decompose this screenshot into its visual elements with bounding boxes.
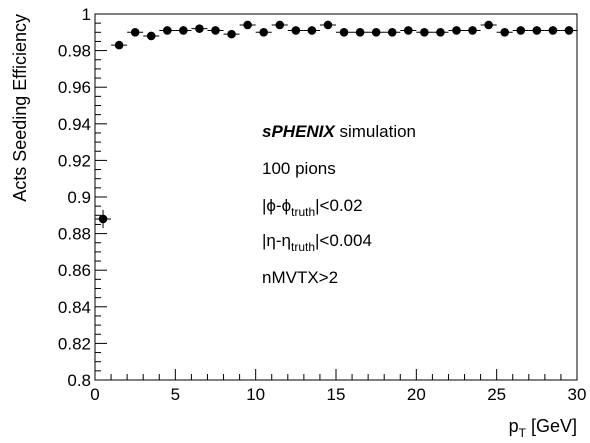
x-tick-label: 25 (487, 385, 506, 404)
y-tick-label: 0.84 (58, 298, 91, 317)
data-point (114, 40, 124, 50)
y-axis-title: Acts Seeding Efficiency (10, 14, 30, 202)
data-point (339, 28, 349, 37)
data-point (163, 26, 172, 35)
x-tick-label: 20 (407, 385, 426, 404)
x-axis-title: pT [GeV] (509, 416, 577, 440)
data-point (404, 26, 413, 35)
annotation-experiment: sPHENIX simulation (262, 122, 416, 141)
y-tick-label: 0.88 (58, 225, 91, 244)
data-point (436, 28, 445, 37)
data-point (468, 26, 477, 35)
data-point (532, 26, 542, 35)
x-tick-label: 10 (246, 385, 265, 404)
x-tick-label: 0 (90, 385, 99, 404)
data-point (227, 29, 236, 39)
data-point (275, 20, 285, 30)
annotation-mvtx-cut: nMVTX>2 (262, 268, 338, 287)
data-point (130, 28, 140, 37)
data-point (195, 24, 204, 33)
data-point (564, 26, 574, 35)
data-point (291, 26, 301, 35)
data-point (98, 214, 108, 224)
data-point (179, 26, 188, 35)
data-point (307, 26, 317, 35)
annotation-eta-cut: |η-ηtruth|<0.004 (262, 231, 372, 254)
x-tick-label: 30 (568, 385, 587, 404)
y-tick-label: 0.8 (67, 371, 91, 390)
y-tick-label: 0.86 (58, 261, 91, 280)
data-point (484, 20, 493, 30)
y-tick-label: 0.94 (58, 115, 91, 134)
data-point (259, 28, 269, 37)
x-tick-label: 15 (327, 385, 346, 404)
data-point (146, 31, 156, 41)
data-point (211, 26, 220, 35)
data-point (500, 28, 510, 37)
y-tick-label: 1 (82, 5, 91, 24)
data-points (95, 20, 577, 229)
data-point (452, 26, 461, 35)
annotation-phi-cut: |ϕ-ϕtruth|<0.02 (262, 196, 363, 219)
y-tick-label: 0.98 (58, 42, 91, 61)
data-point (387, 28, 397, 37)
data-point (516, 26, 526, 35)
annotation-particles: 100 pions (262, 159, 336, 178)
data-point (371, 28, 381, 37)
y-tick-label: 0.82 (58, 334, 91, 353)
data-point (548, 26, 558, 35)
data-point (420, 28, 429, 37)
x-tick-label: 5 (171, 385, 180, 404)
y-tick-label: 0.9 (67, 188, 91, 207)
y-tick-label: 0.92 (58, 151, 91, 170)
y-tick-label: 0.96 (58, 78, 91, 97)
axis-ticks: 0 5 10 15 20 25 30 0.8 0.82 0.84 0.86 0.88 0.9 0.92 0.… (58, 5, 587, 404)
data-point (323, 20, 333, 30)
data-point (243, 20, 252, 30)
data-point (355, 28, 365, 37)
